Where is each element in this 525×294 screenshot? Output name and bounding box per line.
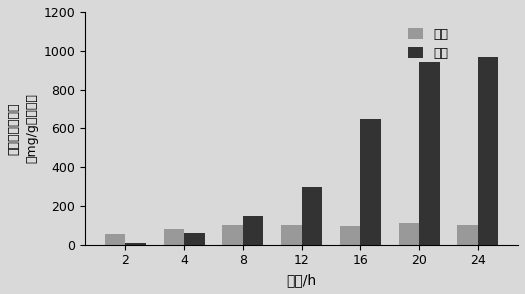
Bar — [398, 223, 419, 245]
Bar — [419, 62, 439, 245]
Legend: 胞内, 胞外: 胞内, 胞外 — [403, 23, 453, 65]
Bar — [457, 225, 478, 245]
Bar — [222, 225, 243, 245]
Bar — [281, 225, 301, 245]
Bar — [360, 119, 381, 245]
Bar — [125, 243, 146, 245]
Bar — [340, 226, 360, 245]
Bar — [243, 216, 264, 245]
X-axis label: 时间/h: 时间/h — [287, 273, 317, 287]
Bar — [163, 229, 184, 245]
Bar — [478, 56, 498, 245]
Bar — [301, 187, 322, 245]
Bar — [184, 233, 205, 245]
Bar — [105, 234, 125, 245]
Y-axis label: 四氢嘧啶合成量
（mg/g干细胞）: 四氢嘧啶合成量 （mg/g干细胞） — [7, 93, 38, 163]
